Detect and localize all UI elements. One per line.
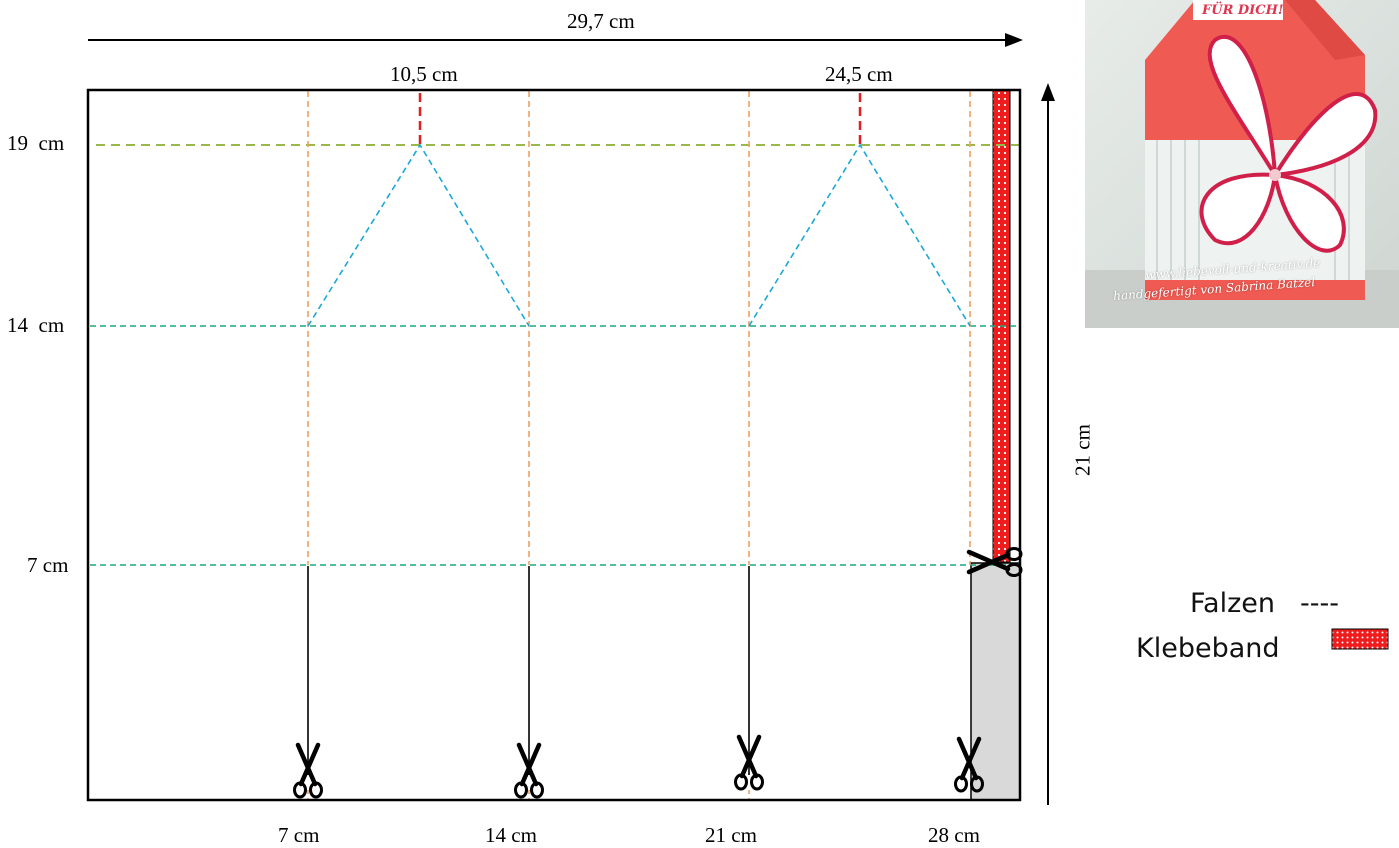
bottom-mark-label: 7 cm xyxy=(278,823,320,847)
legend-fold-symbol: ---- xyxy=(1300,588,1339,619)
left-mark-label: 7 cm xyxy=(27,553,69,577)
roof-fold-lines xyxy=(307,143,971,327)
legend-tape-label: Klebeband xyxy=(1136,633,1280,664)
height-arrow xyxy=(1041,83,1055,805)
cut-lines xyxy=(307,566,750,775)
width-arrow xyxy=(88,33,1023,47)
left-mark-label: 14 cm xyxy=(7,313,65,337)
top-mark-label: 10,5 cm xyxy=(390,62,458,86)
tape-legend-swatch xyxy=(1331,628,1389,650)
bottom-mark-label: 21 cm xyxy=(705,823,757,847)
finished-box-photo: FÜR DICH! www.liebevoll-und-kreativ.de h… xyxy=(1085,0,1399,328)
bottom-mark-label: 14 cm xyxy=(485,823,537,847)
sheet-outline xyxy=(86,88,1022,802)
left-mark-label: 19 cm xyxy=(7,131,65,155)
width-label: 29,7 cm xyxy=(567,9,635,33)
vertical-fold-lines xyxy=(307,91,971,565)
top-mark-label: 24,5 cm xyxy=(825,62,893,86)
arrow-right-icon xyxy=(1005,33,1023,47)
glue-flap xyxy=(970,562,1021,801)
legend-fold-label: Falzen xyxy=(1190,588,1275,619)
height-label: 21 cm xyxy=(1070,424,1095,476)
center-marks xyxy=(418,93,862,145)
arrow-up-icon xyxy=(1041,83,1055,101)
photo-banner-text: FÜR DICH! xyxy=(1202,3,1284,18)
bottom-mark-label: 28 cm xyxy=(928,823,980,847)
